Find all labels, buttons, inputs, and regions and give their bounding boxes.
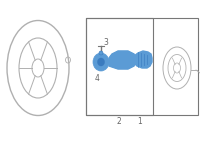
Text: 3: 3 xyxy=(104,37,108,46)
Bar xyxy=(86,18,153,115)
Text: 1: 1 xyxy=(138,117,142,127)
Polygon shape xyxy=(134,51,152,68)
Polygon shape xyxy=(109,51,136,69)
Ellipse shape xyxy=(93,53,109,71)
Ellipse shape xyxy=(98,58,105,66)
Text: 2: 2 xyxy=(117,117,121,127)
Ellipse shape xyxy=(99,51,103,55)
Text: 4: 4 xyxy=(95,74,99,82)
Bar xyxy=(86,18,198,115)
